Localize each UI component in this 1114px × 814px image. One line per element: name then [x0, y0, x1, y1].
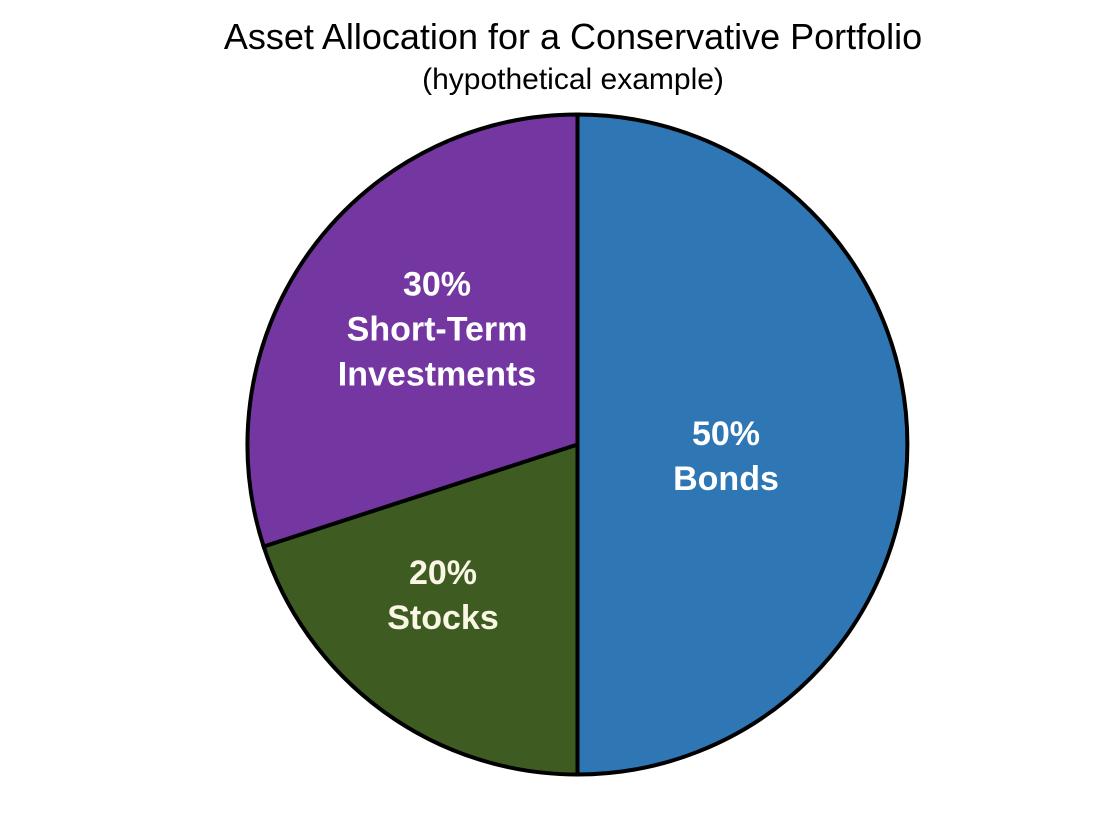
pie-slice-short-term-investments [245, 112, 580, 550]
chart-subtitle: (hypothetical example) [422, 63, 724, 96]
pie-slice-stocks [261, 441, 580, 777]
chart-title: Asset Allocation for a Conservative Port… [223, 16, 923, 57]
pie-slice-bonds [575, 112, 910, 777]
